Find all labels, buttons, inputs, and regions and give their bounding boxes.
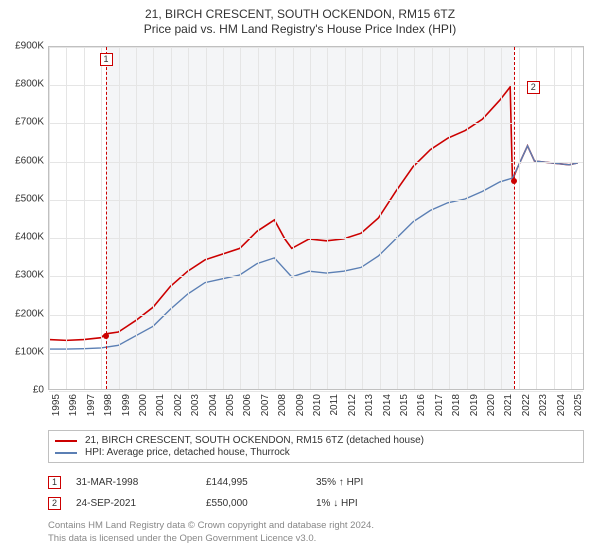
x-axis-label: 2011: [329, 394, 340, 416]
y-axis-label: £900K: [0, 41, 44, 52]
txn-date: 24-SEP-2021: [76, 498, 206, 509]
legend-label: HPI: Average price, detached house, Thur…: [85, 447, 290, 458]
y-axis-label: £0: [0, 385, 44, 396]
legend: 21, BIRCH CRESCENT, SOUTH OCKENDON, RM15…: [48, 430, 584, 463]
x-axis-label: 2020: [486, 394, 497, 416]
x-axis-label: 2018: [451, 394, 462, 416]
x-axis-label: 2024: [556, 394, 567, 416]
table-row: 2 24-SEP-2021 £550,000 1% ↓ HPI: [48, 493, 584, 514]
txn-price: £550,000: [206, 498, 316, 509]
x-axis-label: 2012: [347, 394, 358, 416]
y-axis-label: £200K: [0, 308, 44, 319]
x-axis-label: 2010: [312, 394, 323, 416]
x-axis-label: 2025: [573, 394, 584, 416]
chart-title-line2: Price paid vs. HM Land Registry's House …: [0, 22, 600, 36]
legend-swatch: [55, 452, 77, 454]
txn-date: 31-MAR-1998: [76, 477, 206, 488]
x-axis-label: 1995: [51, 394, 62, 416]
y-axis-label: £100K: [0, 346, 44, 357]
chart-marker: 1: [100, 53, 113, 66]
legend-swatch: [55, 440, 77, 442]
x-axis-label: 1999: [121, 394, 132, 416]
x-axis-label: 1996: [68, 394, 79, 416]
transaction-table: 1 31-MAR-1998 £144,995 35% ↑ HPI 2 24-SE…: [48, 472, 584, 514]
chart-lines-svg: [49, 47, 583, 389]
legend-item: HPI: Average price, detached house, Thur…: [55, 447, 577, 458]
y-axis-label: £800K: [0, 79, 44, 90]
x-axis-label: 2021: [503, 394, 514, 416]
x-axis-label: 2013: [364, 394, 375, 416]
x-axis-label: 2000: [138, 394, 149, 416]
series-price_paid: [49, 87, 578, 340]
y-axis-label: £400K: [0, 232, 44, 243]
legend-label: 21, BIRCH CRESCENT, SOUTH OCKENDON, RM15…: [85, 435, 424, 446]
series-hpi: [49, 146, 578, 349]
x-axis-label: 2005: [225, 394, 236, 416]
x-axis-label: 2004: [208, 394, 219, 416]
x-axis-label: 2019: [469, 394, 480, 416]
txn-price: £144,995: [206, 477, 316, 488]
chart-plot-area: 12: [48, 46, 584, 390]
txn-diff: 35% ↑ HPI: [316, 477, 584, 488]
x-axis-label: 1998: [103, 394, 114, 416]
x-axis-label: 2009: [295, 394, 306, 416]
attribution-line: Contains HM Land Registry data © Crown c…: [48, 520, 584, 533]
x-axis-label: 2003: [190, 394, 201, 416]
txn-diff: 1% ↓ HPI: [316, 498, 584, 509]
x-axis-label: 2022: [521, 394, 532, 416]
y-axis-label: £300K: [0, 270, 44, 281]
y-axis-label: £500K: [0, 193, 44, 204]
legend-item: 21, BIRCH CRESCENT, SOUTH OCKENDON, RM15…: [55, 435, 577, 446]
x-axis-label: 2017: [434, 394, 445, 416]
x-axis-label: 2007: [260, 394, 271, 416]
chart-title-line1: 21, BIRCH CRESCENT, SOUTH OCKENDON, RM15…: [0, 7, 600, 21]
x-axis-label: 2014: [382, 394, 393, 416]
attribution-line: This data is licensed under the Open Gov…: [48, 533, 584, 546]
y-axis-label: £700K: [0, 117, 44, 128]
chart-marker: 2: [527, 81, 540, 94]
x-axis-label: 2015: [399, 394, 410, 416]
arrow-icon: ↑: [339, 477, 344, 488]
x-axis-label: 2002: [173, 394, 184, 416]
x-axis-label: 2006: [242, 394, 253, 416]
x-axis-label: 2001: [155, 394, 166, 416]
x-axis-label: 1997: [86, 394, 97, 416]
arrow-icon: ↓: [333, 498, 338, 509]
marker-badge: 1: [48, 476, 61, 489]
marker-badge: 2: [48, 497, 61, 510]
y-axis-label: £600K: [0, 155, 44, 166]
x-axis-label: 2016: [416, 394, 427, 416]
x-axis-label: 2023: [538, 394, 549, 416]
attribution: Contains HM Land Registry data © Crown c…: [48, 520, 584, 546]
table-row: 1 31-MAR-1998 £144,995 35% ↑ HPI: [48, 472, 584, 493]
x-axis-label: 2008: [277, 394, 288, 416]
